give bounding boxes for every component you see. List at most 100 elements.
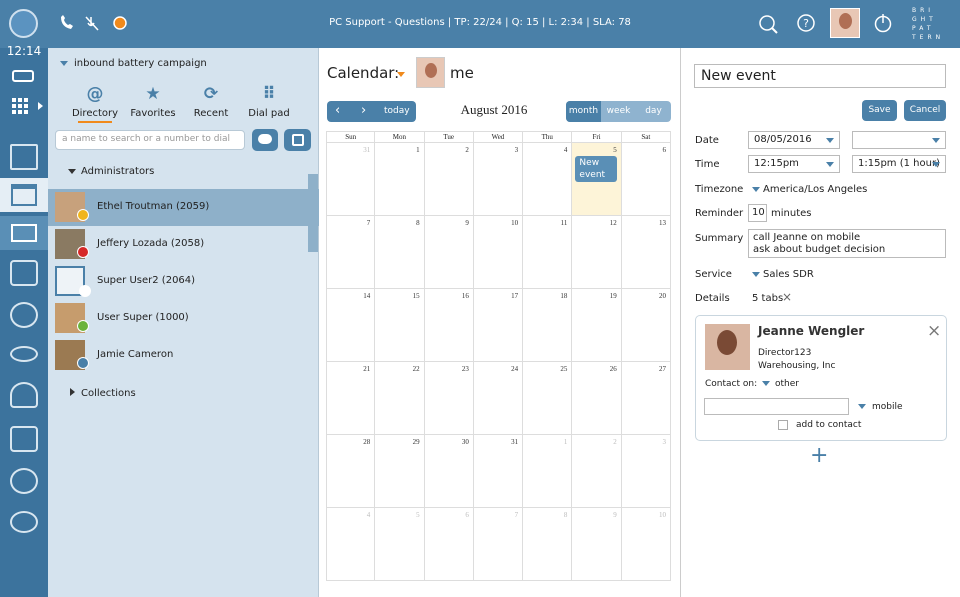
contact-row[interactable]: Ethel Troutman (2059) (48, 189, 319, 226)
apps-icon[interactable] (12, 96, 46, 120)
time-end-select[interactable]: 1:15pm (1 hour) (852, 155, 946, 173)
add-checkbox[interactable] (778, 420, 788, 430)
day-cell[interactable]: 23 (424, 362, 474, 435)
contacts-icon[interactable] (10, 260, 38, 286)
day-cell[interactable]: 18 (523, 289, 573, 362)
search-input[interactable]: a name to search or a number to dial (55, 130, 245, 150)
toggle-icon[interactable] (12, 70, 34, 82)
day-cell[interactable]: 1 (375, 143, 425, 216)
day-cell[interactable]: 25 (523, 362, 573, 435)
prev-button[interactable]: ‹ (335, 103, 341, 118)
documents-icon[interactable] (10, 144, 38, 170)
day-cell[interactable]: 31 (326, 143, 376, 216)
phone-type-select[interactable]: mobile (858, 402, 903, 412)
help-icon[interactable] (797, 14, 815, 32)
view-button[interactable]: day (645, 106, 662, 116)
contact-on-select[interactable]: other (762, 379, 799, 389)
day-cell[interactable]: 11 (523, 216, 573, 289)
contact-row[interactable]: Super User2 (2064) (48, 263, 319, 300)
directory-tab[interactable]: @ Directory (66, 84, 124, 124)
day-cell[interactable]: 27 (621, 362, 671, 435)
day-cell[interactable]: 3 (621, 435, 671, 508)
day-cell[interactable]: 12 (572, 216, 622, 289)
date-select[interactable]: 08/05/2016 (748, 131, 840, 149)
timezone-select[interactable]: America/Los Angeles (752, 184, 867, 195)
reminder-input[interactable]: 10 (748, 204, 767, 222)
mute-icon[interactable] (85, 16, 99, 31)
day-cell[interactable]: 9 (572, 508, 622, 581)
group[interactable]: Administrators (68, 166, 154, 177)
day-cell[interactable]: 4 (523, 143, 573, 216)
calendar-tab[interactable] (0, 178, 48, 212)
user-avatar[interactable] (830, 8, 860, 38)
phone-input[interactable] (704, 398, 849, 415)
day-cell[interactable]: 3 (473, 143, 524, 216)
summary-input[interactable]: call Jeanne on mobile ask about budget d… (748, 229, 946, 258)
view-button[interactable]: month (566, 101, 601, 122)
email-tab[interactable] (0, 216, 48, 250)
day-cell[interactable]: 19 (572, 289, 622, 362)
day-cell[interactable]: 28 (326, 435, 376, 508)
time-start-select[interactable]: 12:15pm (748, 155, 840, 173)
briefcase-icon[interactable] (10, 426, 38, 452)
day-cell[interactable]: 21 (326, 362, 376, 435)
day-cell[interactable]: 8 (375, 216, 425, 289)
day-cell[interactable]: 4 (326, 508, 376, 581)
details-remove[interactable]: × (782, 290, 793, 304)
next-button[interactable]: › (361, 103, 367, 118)
day-cell[interactable]: 10 (473, 216, 524, 289)
day-cell[interactable]: 2 (424, 143, 474, 216)
event-chip[interactable]: New event (575, 156, 618, 182)
day-cell[interactable]: 8 (523, 508, 573, 581)
phone-icon[interactable] (61, 15, 73, 29)
today-button[interactable]: today (384, 106, 410, 116)
monitor-icon[interactable] (10, 346, 38, 362)
date-end-select[interactable] (852, 131, 946, 149)
day-cell[interactable]: 24 (473, 362, 524, 435)
day-cell[interactable]: 9 (424, 216, 474, 289)
day-cell[interactable]: 16 (424, 289, 474, 362)
directory-tab[interactable]: ⟳ Recent (182, 84, 240, 124)
save-button[interactable]: Save (862, 100, 897, 121)
day-cell[interactable]: 20 (621, 289, 671, 362)
cancel-button[interactable]: Cancel (904, 100, 946, 121)
day-cell[interactable]: 1 (523, 435, 573, 508)
service-select[interactable]: Sales SDR (752, 269, 814, 280)
chat-button[interactable] (252, 129, 278, 151)
day-cell[interactable]: 15 (375, 289, 425, 362)
day-cell[interactable]: 2 (572, 435, 622, 508)
day-cell[interactable]: 31 (473, 435, 524, 508)
day-cell[interactable]: 13 (621, 216, 671, 289)
directory-tab[interactable]: ⠿ Dial pad (240, 84, 298, 124)
day-cell[interactable]: 14 (326, 289, 376, 362)
status-circle[interactable] (9, 9, 38, 38)
campaign[interactable]: inbound battery campaign (60, 58, 207, 69)
day-cell[interactable]: 6 (424, 508, 474, 581)
record-icon[interactable] (113, 16, 127, 30)
owner-caret[interactable] (397, 72, 405, 77)
day-cell[interactable]: 29 (375, 435, 425, 508)
add-tab-button[interactable]: + (810, 443, 829, 468)
agent-icon[interactable] (10, 382, 38, 408)
dashboard-icon[interactable] (10, 468, 38, 494)
event-title-input[interactable]: New event (694, 64, 946, 88)
contact-row[interactable]: User Super (1000) (48, 300, 319, 337)
view-button[interactable]: week (606, 106, 631, 116)
collections[interactable]: Collections (70, 388, 136, 399)
contact-row[interactable]: Jamie Cameron (48, 337, 319, 374)
day-cell[interactable]: 26 (572, 362, 622, 435)
day-cell[interactable]: 7 (473, 508, 524, 581)
search-icon[interactable] (759, 15, 775, 31)
day-cell[interactable]: 17 (473, 289, 524, 362)
day-cell[interactable]: 6 (621, 143, 671, 216)
day-cell[interactable]: 10 (621, 508, 671, 581)
day-cell[interactable]: 22 (375, 362, 425, 435)
day-cell[interactable]: 30 (424, 435, 474, 508)
day-cell[interactable]: 5 New event (572, 143, 622, 216)
contact-row[interactable]: Jeffery Lozada (2058) (48, 226, 319, 263)
day-cell[interactable]: 5 (375, 508, 425, 581)
day-cell[interactable]: 7 (326, 216, 376, 289)
directory-tab[interactable]: ★ Favorites (124, 84, 182, 124)
call-button[interactable] (284, 129, 311, 151)
chat-icon[interactable] (10, 511, 38, 533)
